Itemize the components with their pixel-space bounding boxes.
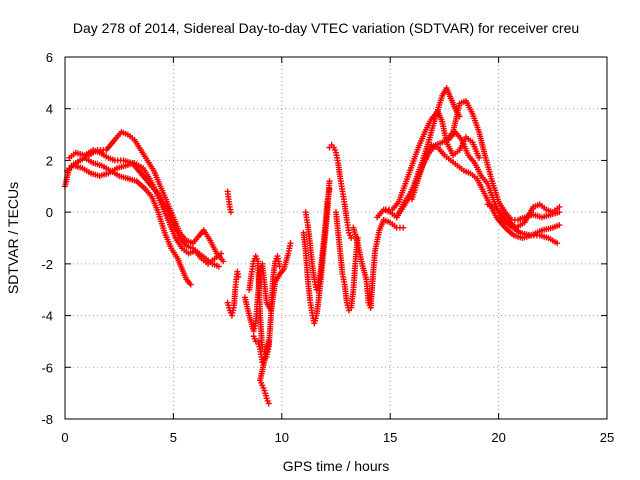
- data-point: [556, 209, 563, 216]
- x-tick-label: 15: [383, 430, 397, 445]
- data-point: [235, 273, 242, 280]
- y-tick-label: 4: [46, 102, 53, 117]
- data-point: [554, 240, 561, 247]
- series-track-3: [66, 147, 222, 270]
- data-point: [556, 203, 563, 210]
- series-track-19: [484, 201, 563, 231]
- data-point: [400, 224, 407, 231]
- series-track-11: [326, 141, 355, 241]
- x-tick-label: 25: [600, 430, 614, 445]
- x-axis-label: GPS time / hours: [283, 458, 390, 474]
- x-tick-label: 10: [275, 430, 289, 445]
- series-track-13: [350, 216, 407, 311]
- y-tick-label: -4: [41, 309, 53, 324]
- plot-frame: [64, 56, 608, 420]
- data-point: [227, 209, 234, 216]
- data-point: [276, 263, 283, 270]
- data-point: [220, 258, 227, 265]
- data-point: [215, 263, 222, 270]
- data-layer: [62, 85, 563, 407]
- series-track-10: [302, 185, 333, 293]
- data-point: [287, 240, 294, 247]
- data-point: [348, 235, 355, 241]
- y-tick-label: -2: [41, 257, 53, 272]
- x-tick-label: 20: [491, 430, 505, 445]
- series-track-17: [408, 141, 561, 247]
- series-track-5: [224, 188, 242, 319]
- y-tick-label: 2: [46, 153, 53, 168]
- data-point: [187, 281, 194, 288]
- data-point: [326, 178, 333, 185]
- series-track-8: [250, 333, 272, 407]
- y-tick-label: 0: [46, 205, 53, 220]
- data-point: [265, 400, 272, 407]
- chart-title: Day 278 of 2014, Sidereal Day-to-day VTE…: [73, 20, 579, 36]
- data-point: [326, 185, 333, 192]
- series-track-7: [246, 253, 283, 360]
- y-axis-label: SDTVAR / TECUs: [5, 182, 21, 294]
- y-tick-label: -6: [41, 360, 53, 375]
- x-tick-label: 0: [61, 430, 68, 445]
- y-tick-label: -8: [41, 412, 53, 427]
- series-track-15: [382, 108, 483, 213]
- x-tick-label: 5: [170, 430, 177, 445]
- data-point: [476, 154, 483, 161]
- data-point: [556, 222, 563, 229]
- series-track-4: [68, 128, 227, 265]
- y-tick-label: 6: [46, 50, 53, 65]
- tick-layer: 0 5 10 15 20 25 -8 -6 -4 -2 0 2 4 6: [41, 50, 614, 445]
- series-track-1: [62, 154, 194, 288]
